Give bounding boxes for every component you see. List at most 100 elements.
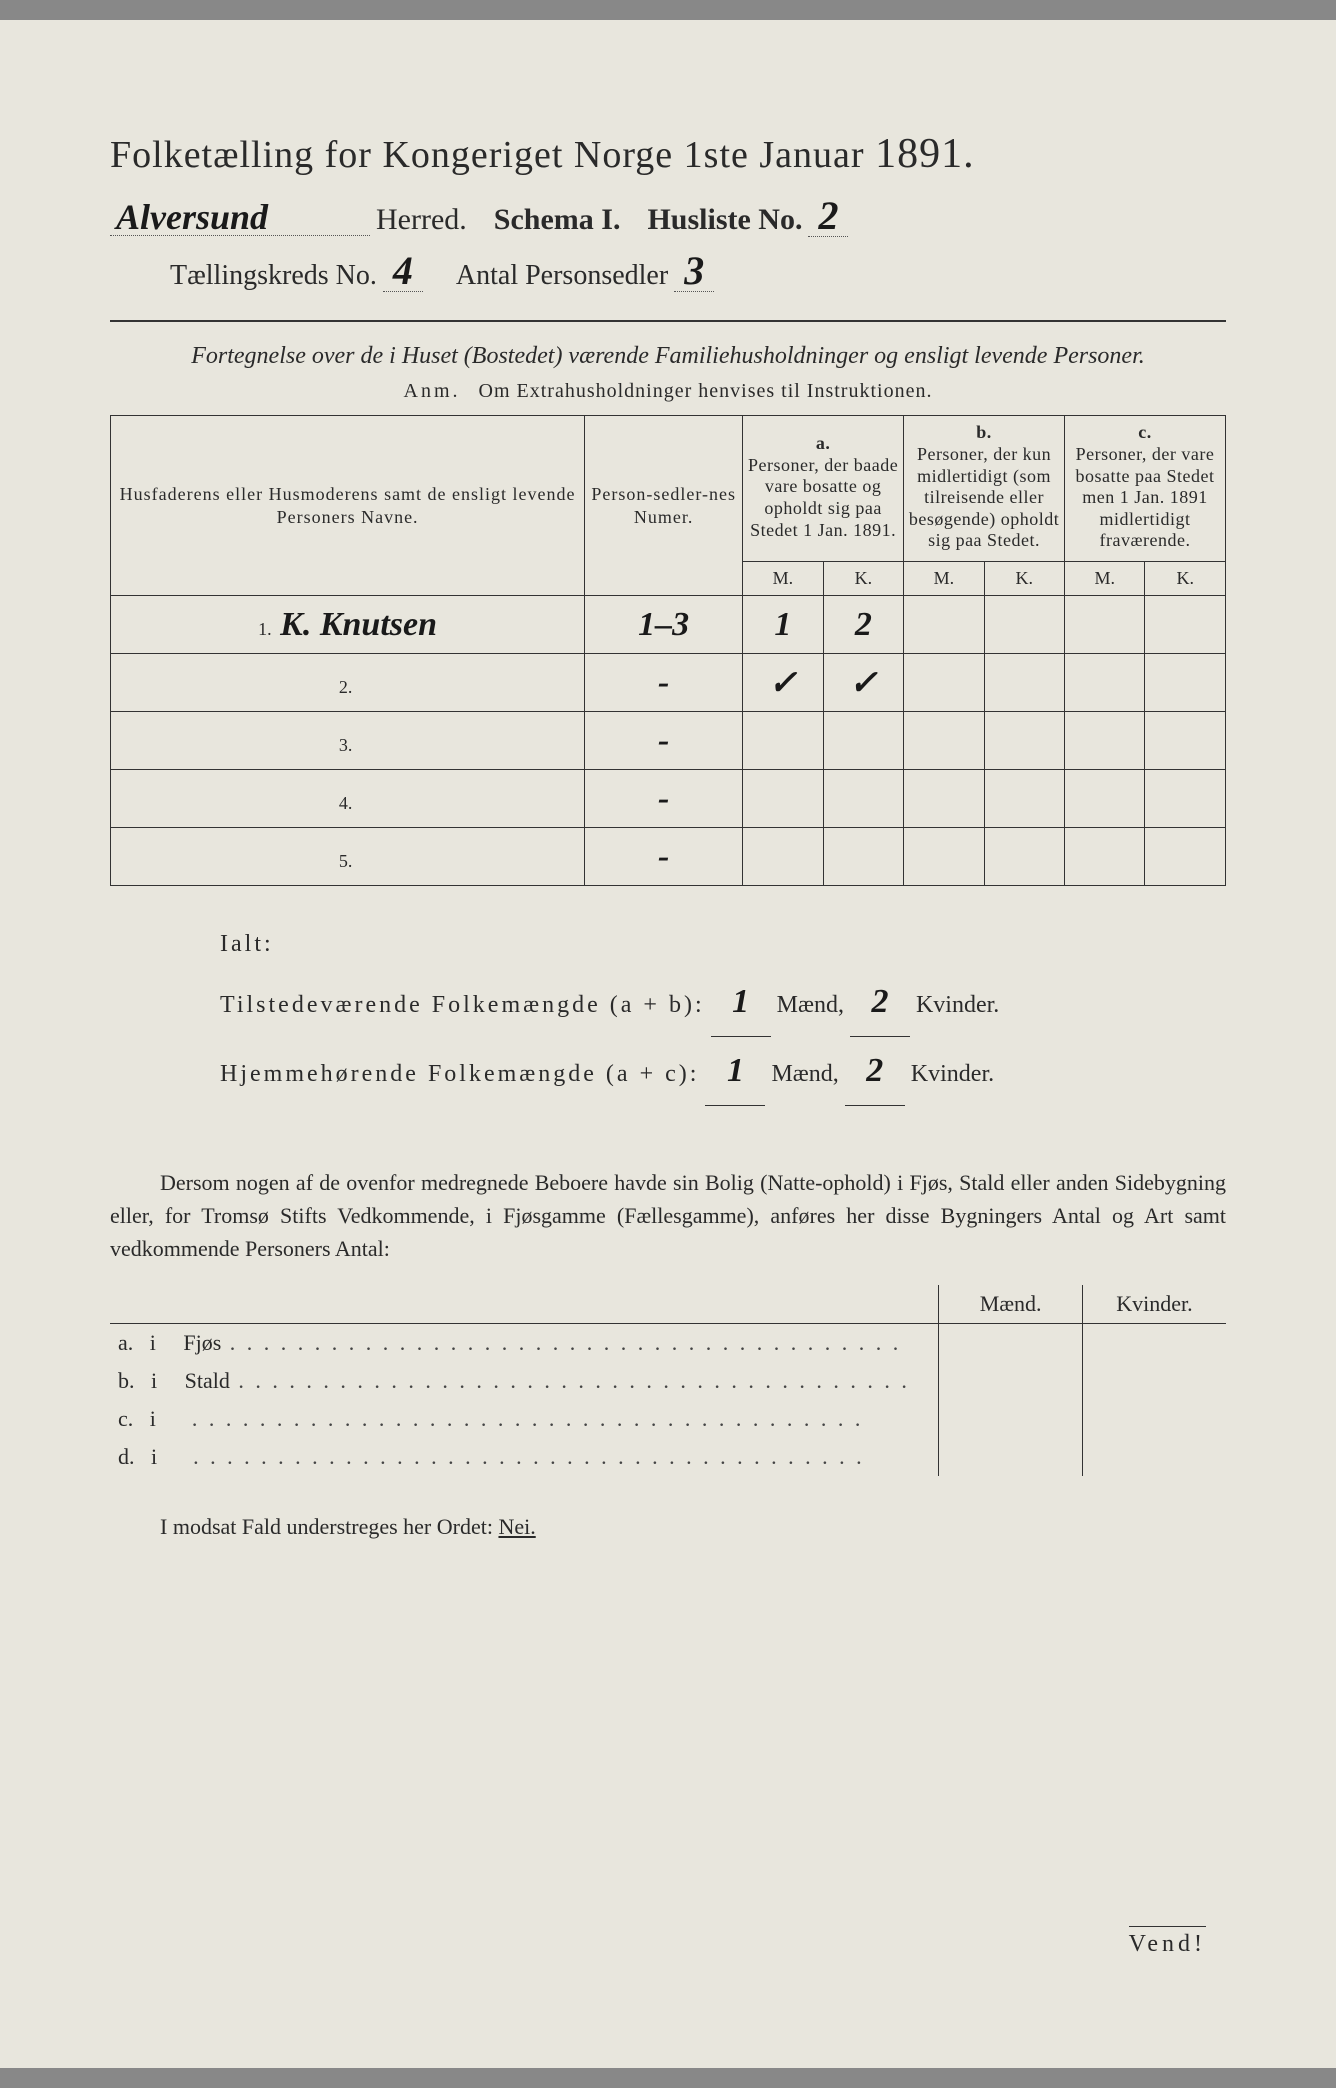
th-b-text: Personer, der kun midlertidigt (som tilr… xyxy=(909,444,1059,550)
row-aK: ✓ xyxy=(823,654,903,712)
title-line: Folketælling for Kongeriget Norge 1ste J… xyxy=(110,130,1226,178)
row-name: 2. xyxy=(111,654,585,712)
row-bK xyxy=(984,596,1064,654)
table-row: 4. - xyxy=(111,770,1226,828)
tot2-k: 2 xyxy=(845,1037,905,1106)
sub-lead: a. i Fjøs . . . . . . . . . . . . . . . … xyxy=(110,1324,939,1363)
row-aM: 1 xyxy=(743,596,823,654)
row-cM xyxy=(1065,712,1145,770)
row-num: - xyxy=(585,828,743,886)
subtable-row: c. i . . . . . . . . . . . . . . . . . .… xyxy=(110,1400,1226,1438)
row-num: - xyxy=(585,654,743,712)
sub-lead: b. i Stald . . . . . . . . . . . . . . .… xyxy=(110,1362,939,1400)
th-c-text: Personer, der vare bosatte paa Stedet me… xyxy=(1076,444,1215,550)
row-aK: 2 xyxy=(823,596,903,654)
husliste-label: Husliste No. xyxy=(647,203,802,236)
subtable-body: a. i Fjøs . . . . . . . . . . . . . . . … xyxy=(110,1324,1226,1477)
row-cK xyxy=(1145,596,1226,654)
row-aM xyxy=(743,770,823,828)
conditions-paragraph: Dersom nogen af de ovenfor medregnede Be… xyxy=(110,1166,1226,1265)
antal-personsedler: 3 xyxy=(674,251,714,292)
kreds-no: 4 xyxy=(383,251,423,292)
table-row: 5. - xyxy=(111,828,1226,886)
row-name: 4. xyxy=(111,770,585,828)
row-bM xyxy=(904,770,984,828)
row-name: 1. K. Knutsen xyxy=(111,596,585,654)
row-num: - xyxy=(585,770,743,828)
herred-handwritten: Alversund xyxy=(110,199,370,236)
th-names-text: Husfaderens eller Husmoderens samt de en… xyxy=(120,484,576,527)
divider-1 xyxy=(110,320,1226,322)
row-aK xyxy=(823,712,903,770)
th-a-text: Personer, der baade vare bosatte og opho… xyxy=(748,455,898,540)
anm-text: Om Extrahusholdninger henvises til Instr… xyxy=(479,380,933,402)
sub-m xyxy=(939,1400,1083,1438)
sub-lead: d. i . . . . . . . . . . . . . . . . . .… xyxy=(110,1438,939,1476)
row-bM xyxy=(904,828,984,886)
th-a-k: K. xyxy=(823,562,903,596)
table-body: 1. K. Knutsen1–3122. -✓✓3. -4. -5. - xyxy=(111,596,1226,886)
tot2-kvinder: Kvinder. xyxy=(911,1061,994,1087)
buildings-subtable: Mænd. Kvinder. a. i Fjøs . . . . . . . .… xyxy=(110,1285,1226,1476)
th-c-m: M. xyxy=(1065,562,1145,596)
row-bM xyxy=(904,712,984,770)
title-prefix: Folketælling for Kongeriget Norge 1ste J… xyxy=(110,134,865,176)
nei-text: I modsat Fald understreges her Ordet: xyxy=(160,1514,493,1539)
row-cK xyxy=(1145,712,1226,770)
th-a-top: a. Personer, der baade vare bosatte og o… xyxy=(743,416,904,558)
row-num: 1–3 xyxy=(585,596,743,654)
row-bK xyxy=(984,770,1064,828)
ialt-label: Ialt: xyxy=(220,931,274,957)
header-line-3: Tællingskreds No. 4 Antal Personsedler 3 xyxy=(110,251,1226,292)
row-name: 3. xyxy=(111,712,585,770)
th-num-text: Person-sedler-nes Numer. xyxy=(591,484,736,527)
subtable-row: d. i . . . . . . . . . . . . . . . . . .… xyxy=(110,1438,1226,1476)
sub-kvinder: Kvinder. xyxy=(1082,1285,1226,1324)
anm-line: Anm. Om Extrahusholdninger henvises til … xyxy=(110,380,1226,403)
row-aM xyxy=(743,712,823,770)
row-bM xyxy=(904,596,984,654)
subtable-row: b. i Stald . . . . . . . . . . . . . . .… xyxy=(110,1362,1226,1400)
th-b-k: K. xyxy=(984,562,1064,596)
nei-word: Nei. xyxy=(498,1514,535,1539)
sub-blank xyxy=(110,1285,939,1324)
subtable-row: a. i Fjøs . . . . . . . . . . . . . . . … xyxy=(110,1324,1226,1363)
table-row: 2. -✓✓ xyxy=(111,654,1226,712)
sub-m xyxy=(939,1362,1083,1400)
sub-k xyxy=(1082,1324,1226,1363)
table-row: 1. K. Knutsen1–312 xyxy=(111,596,1226,654)
row-cK xyxy=(1145,828,1226,886)
row-aK xyxy=(823,828,903,886)
th-c-k: K. xyxy=(1145,562,1226,596)
sub-m xyxy=(939,1324,1083,1363)
anm-prefix: Anm. xyxy=(404,380,461,402)
sub-lead: c. i . . . . . . . . . . . . . . . . . .… xyxy=(110,1400,939,1438)
tot2-label: Hjemmehørende Folkemængde (a + c): xyxy=(220,1061,699,1087)
row-cM xyxy=(1065,654,1145,712)
th-b-m: M. xyxy=(904,562,984,596)
sub-k xyxy=(1082,1362,1226,1400)
sub-k xyxy=(1082,1438,1226,1476)
row-name: 5. xyxy=(111,828,585,886)
row-aM: ✓ xyxy=(743,654,823,712)
row-bM xyxy=(904,654,984,712)
nei-line: I modsat Fald understreges her Ordet: Ne… xyxy=(110,1514,1226,1540)
th-b-letter: b. xyxy=(976,422,992,442)
header-line-2: Alversund Herred. Schema I. Husliste No.… xyxy=(110,196,1226,237)
table-row: 3. - xyxy=(111,712,1226,770)
th-a-m: M. xyxy=(743,562,823,596)
sub-maend: Mænd. xyxy=(939,1285,1083,1324)
row-cM xyxy=(1065,828,1145,886)
row-bK xyxy=(984,828,1064,886)
census-table: Husfaderens eller Husmoderens samt de en… xyxy=(110,415,1226,886)
th-num: Person-sedler-nes Numer. xyxy=(585,416,743,596)
tot2-m: 1 xyxy=(705,1037,765,1106)
row-cK xyxy=(1145,770,1226,828)
tot1-kvinder: Kvinder. xyxy=(916,992,999,1018)
husliste-no: 2 xyxy=(808,196,848,237)
th-names: Husfaderens eller Husmoderens samt de en… xyxy=(111,416,585,596)
kreds-label: Tællingskreds No. xyxy=(170,260,377,292)
row-cM xyxy=(1065,596,1145,654)
row-aK xyxy=(823,770,903,828)
sub-k xyxy=(1082,1400,1226,1438)
